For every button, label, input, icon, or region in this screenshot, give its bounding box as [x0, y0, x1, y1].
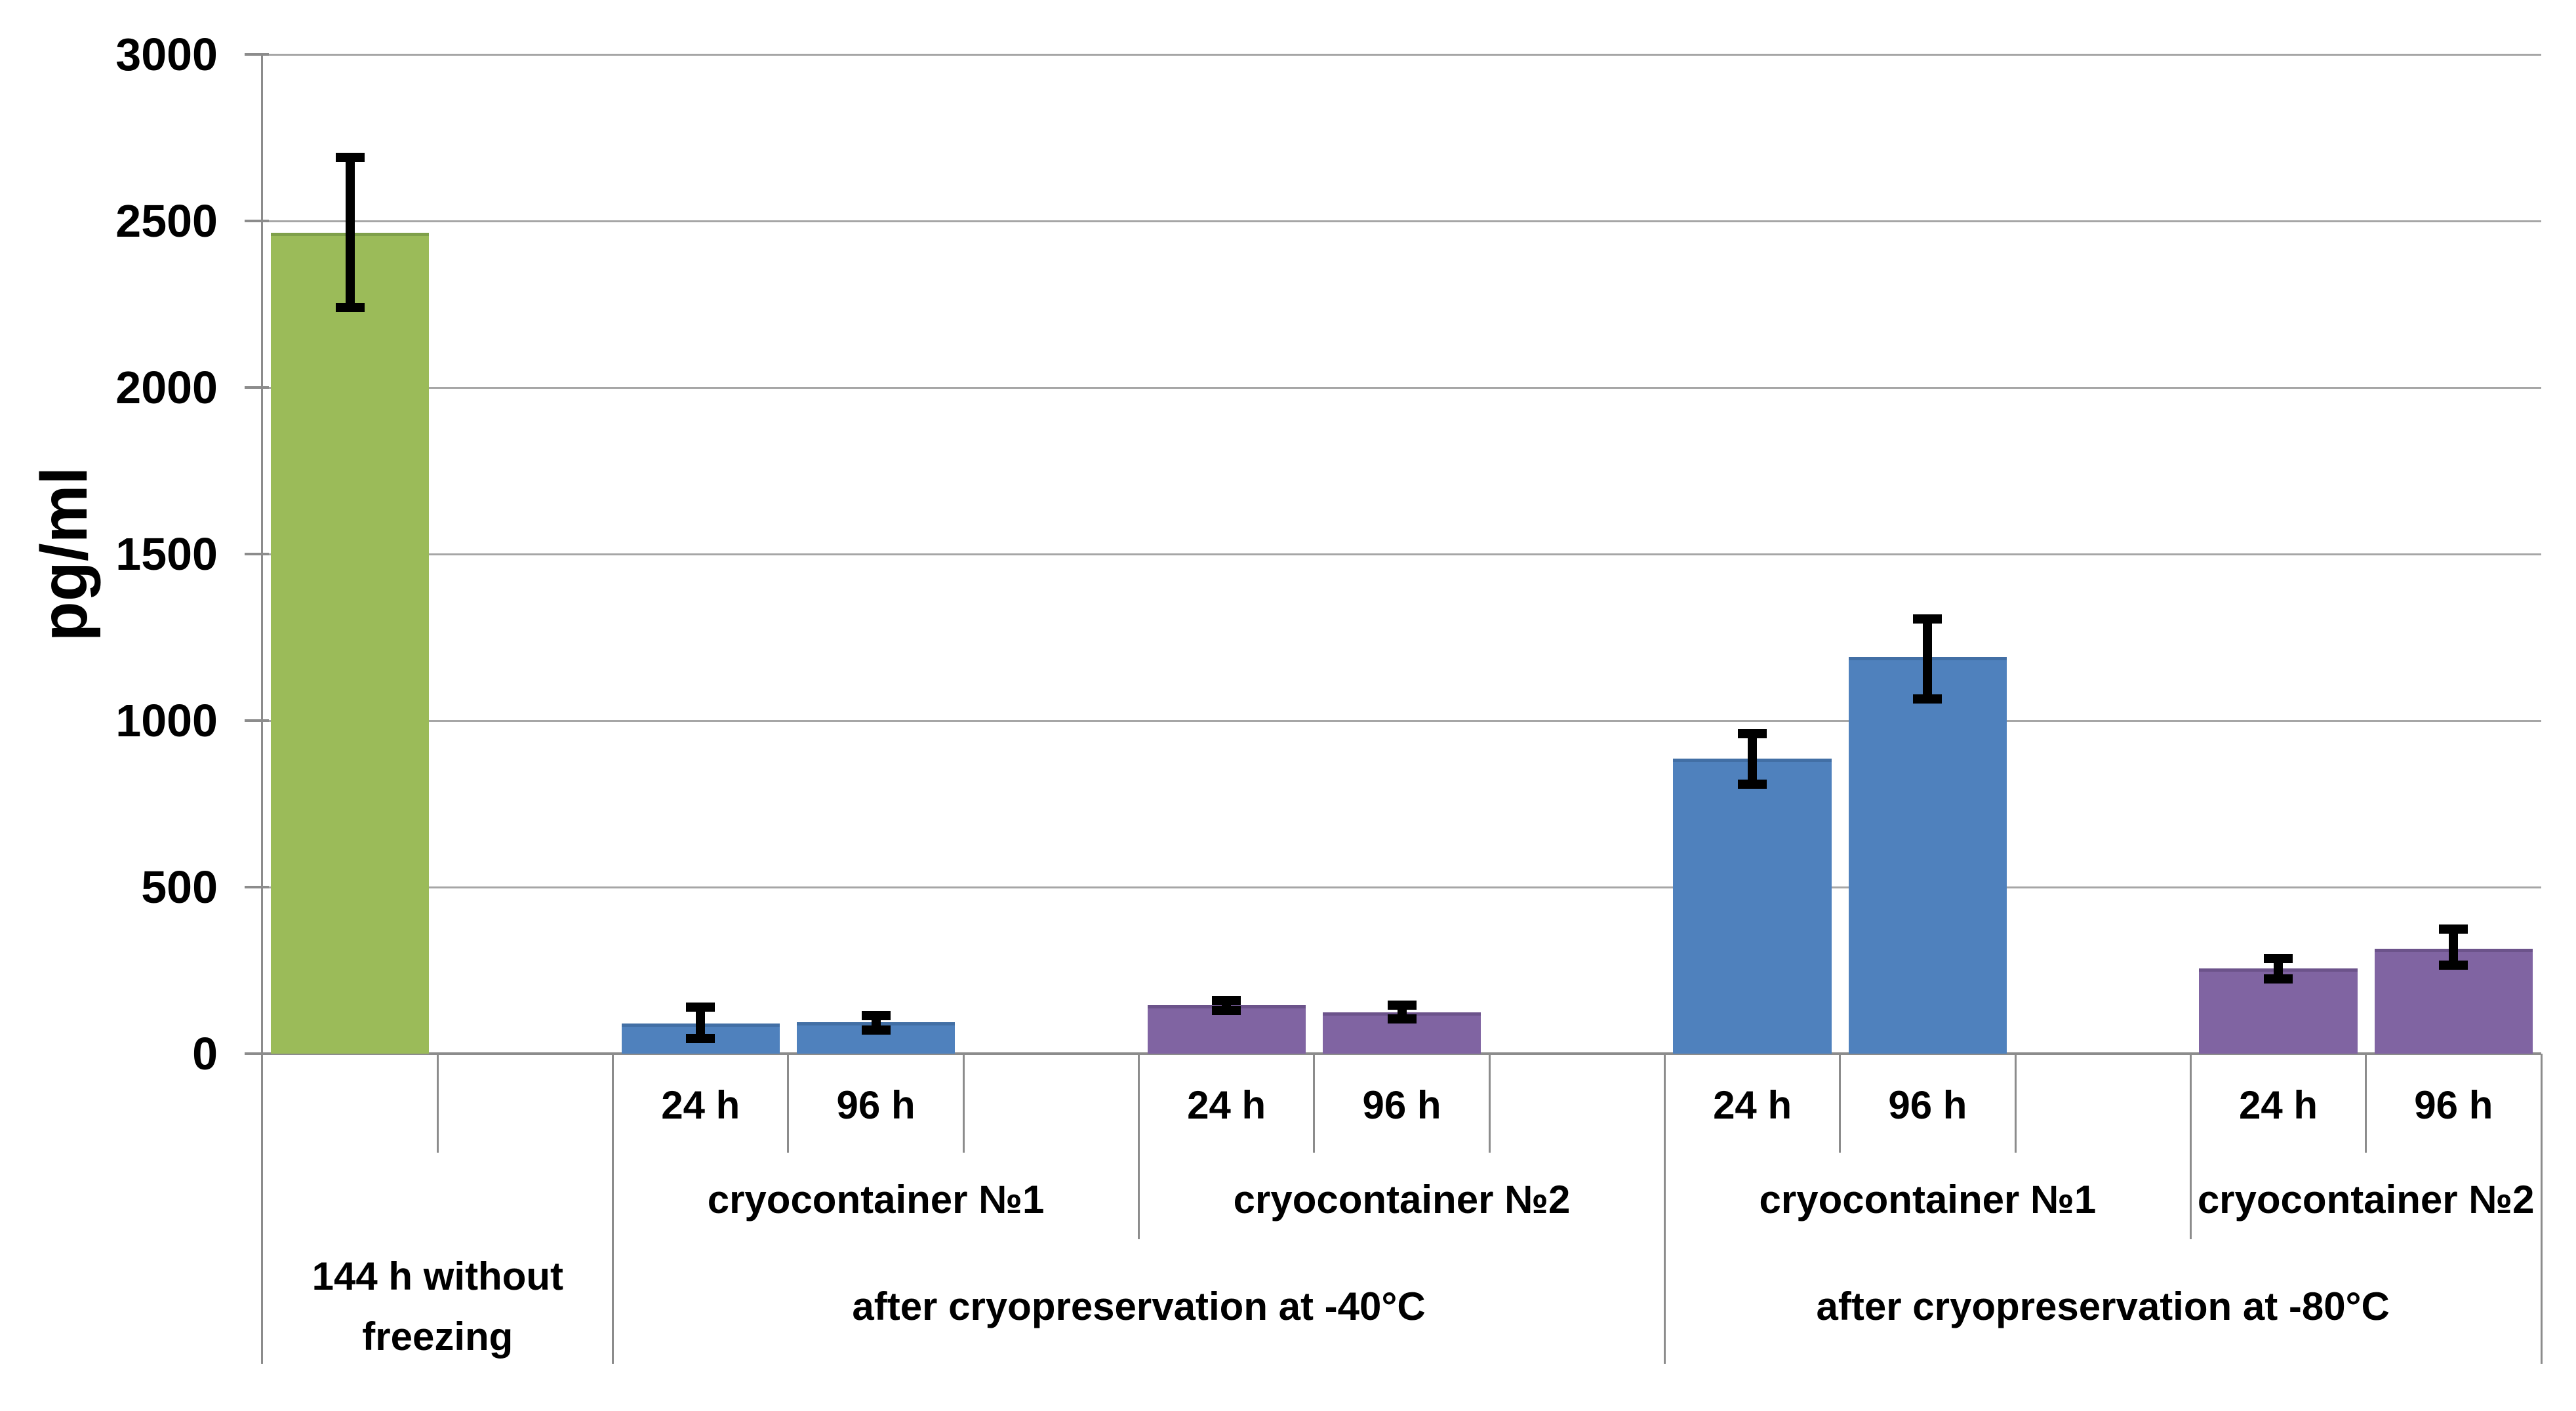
y-tick-label: 2000	[115, 362, 218, 413]
group-separator	[1663, 1054, 1666, 1364]
gridline	[262, 886, 2541, 888]
category-separator	[1839, 1054, 1841, 1153]
category-separator	[787, 1054, 790, 1153]
y-tick-label: 2500	[115, 195, 218, 247]
y-tick-mark	[245, 386, 269, 389]
category-separator	[1313, 1054, 1316, 1153]
container-label: cryocontainer №1	[707, 1178, 1045, 1222]
error-bar-stem	[345, 157, 355, 308]
error-bar-cap	[1913, 614, 1942, 624]
y-tick-label: 3000	[115, 29, 218, 80]
category-separator	[436, 1054, 439, 1153]
error-bar-cap	[1738, 729, 1767, 739]
category-separator	[1488, 1054, 1491, 1153]
group-label-line: after cryopreservation at -40°C	[852, 1284, 1426, 1328]
error-bar-cap	[1212, 995, 1241, 1005]
error-bar-stem	[1923, 619, 1933, 699]
y-tick-mark	[245, 886, 269, 888]
group-separator	[612, 1054, 614, 1364]
error-bar-cap	[1913, 694, 1942, 704]
error-bar-cap	[1212, 1005, 1241, 1015]
error-bar-cap	[861, 1025, 891, 1035]
error-bar-cap	[335, 303, 365, 313]
error-bar-stem	[2274, 959, 2284, 979]
error-bar-stem	[1748, 734, 1758, 784]
container-separator	[1138, 1054, 1140, 1239]
container-label: cryocontainer №1	[1759, 1178, 2097, 1222]
error-bar-cap	[2264, 954, 2293, 964]
time-label: 24 h	[1713, 1083, 1792, 1127]
time-label: 96 h	[836, 1083, 916, 1127]
group-label: after cryopreservation at -40°C	[613, 1246, 1665, 1367]
container-separator	[2189, 1054, 2192, 1239]
group-label-line: 144 h without	[312, 1254, 563, 1298]
gridline	[262, 719, 2541, 722]
gridline	[262, 53, 2541, 56]
error-bar-cap	[686, 1002, 715, 1012]
y-tick-mark	[245, 53, 269, 56]
group-separator	[2540, 1054, 2543, 1364]
error-bar-cap	[2264, 974, 2293, 984]
error-bar-cap	[1387, 1001, 1417, 1010]
gridline	[262, 386, 2541, 389]
bar	[1673, 759, 1832, 1054]
category-separator	[2365, 1054, 2367, 1153]
error-bar-cap	[335, 153, 365, 163]
time-label: 24 h	[1187, 1083, 1266, 1127]
container-label: cryocontainer №2	[2197, 1178, 2535, 1222]
error-bar-cap	[861, 1010, 891, 1020]
group-label: after cryopreservation at -80°C	[1664, 1246, 2541, 1367]
time-label: 24 h	[661, 1083, 740, 1127]
y-axis-line	[261, 54, 263, 1364]
y-tick-mark	[245, 719, 269, 722]
group-label-line: after cryopreservation at -80°C	[1816, 1284, 2390, 1328]
bar	[271, 232, 430, 1054]
y-tick-mark	[245, 220, 269, 222]
gridline	[262, 553, 2541, 555]
y-tick-label: 500	[141, 862, 218, 913]
time-label: 24 h	[2238, 1083, 2318, 1127]
bar	[1848, 657, 2007, 1054]
gridline	[262, 220, 2541, 222]
y-tick-label: 1500	[115, 528, 218, 580]
error-bar-stem	[696, 1006, 706, 1039]
y-tick-label: 1000	[115, 695, 218, 746]
category-separator	[962, 1054, 965, 1153]
error-bar-stem	[2449, 928, 2459, 966]
y-tick-label: 0	[192, 1028, 218, 1079]
error-bar-cap	[686, 1034, 715, 1044]
time-label: 96 h	[1888, 1083, 1967, 1127]
group-label: 144 h without freezing	[262, 1246, 613, 1367]
error-bar-cap	[2439, 961, 2468, 970]
container-label: cryocontainer №2	[1233, 1178, 1571, 1222]
category-separator	[2014, 1054, 2017, 1153]
error-bar-cap	[2439, 924, 2468, 934]
y-tick-mark	[245, 553, 269, 555]
time-label: 96 h	[2414, 1083, 2493, 1127]
error-bar-cap	[1387, 1014, 1417, 1023]
error-bar-cap	[1738, 779, 1767, 789]
time-label: 96 h	[1362, 1083, 1441, 1127]
group-label-line: freezing	[362, 1314, 513, 1359]
x-axis-line	[245, 1052, 2541, 1055]
